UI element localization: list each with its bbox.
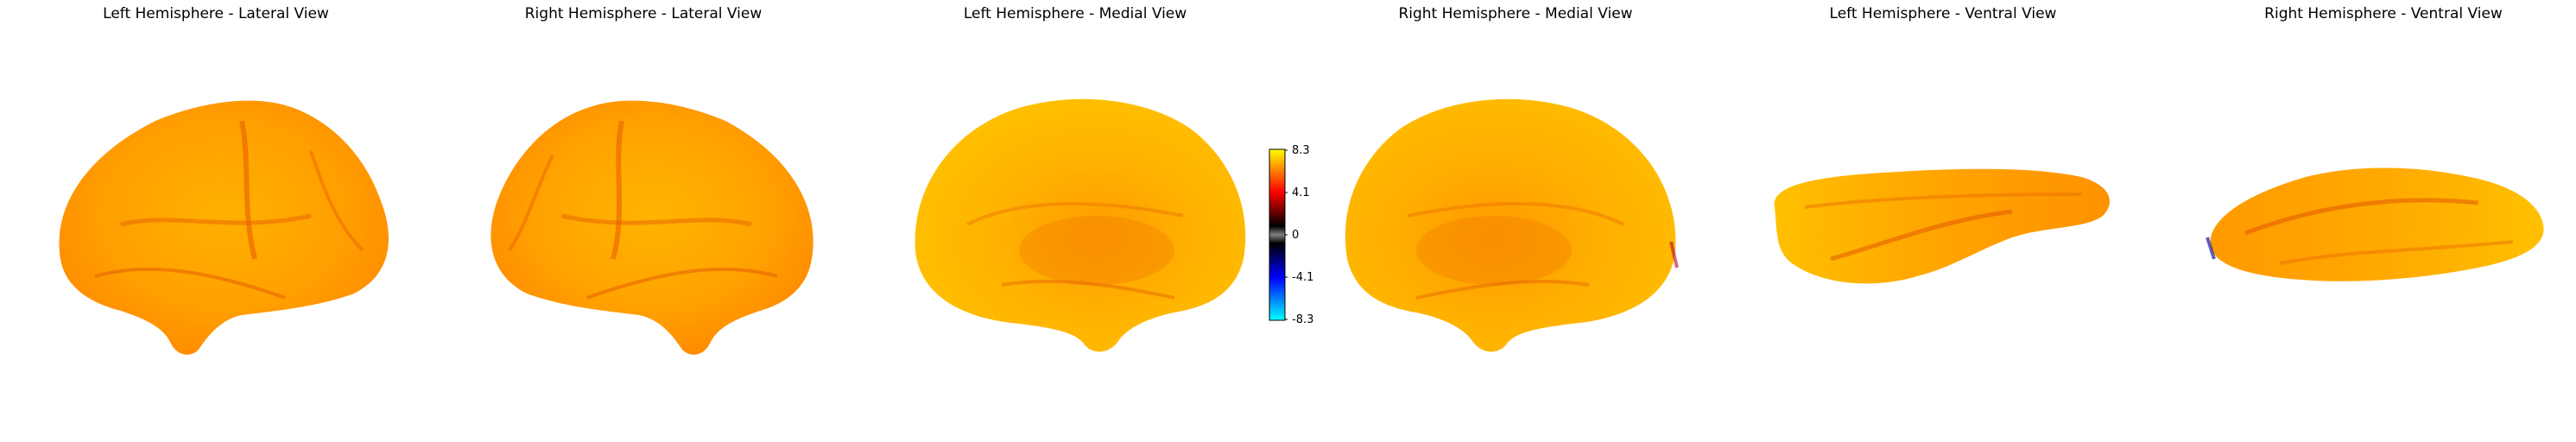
panel-right-ventral: Right Hemisphere - Ventral View	[2193, 0, 2573, 442]
colorbar-tick-zero: 0	[1292, 229, 1300, 242]
panel-title: Right Hemisphere - Ventral View	[2264, 5, 2503, 22]
brain-surface-right-ventral	[2206, 167, 2544, 281]
panel-title: Right Hemisphere - Medial View	[1398, 5, 1633, 22]
brain-surface-left-lateral	[59, 100, 389, 355]
panel-right-medial: Right Hemisphere - Medial View	[1330, 0, 1701, 442]
brain-surface-right-lateral	[491, 100, 813, 355]
brain-surface-left-ventral	[1774, 168, 2110, 284]
colorbar-tick-lower: -4.1	[1292, 271, 1314, 284]
panel-title: Left Hemisphere - Ventral View	[1829, 5, 2057, 22]
panel-title: Right Hemisphere - Lateral View	[524, 5, 763, 22]
colorbar-tick-min: -8.3	[1292, 313, 1314, 326]
brain-surface-right-medial	[1345, 98, 1679, 352]
colorbar-gradient	[1269, 148, 1288, 321]
colorbar: 8.3 4.1 0 -4.1 -8.3	[1269, 144, 1320, 325]
colorbar-tick-upper: 4.1	[1292, 186, 1310, 199]
panel-title: Left Hemisphere - Medial View	[963, 5, 1187, 22]
panel-left-ventral: Left Hemisphere - Ventral View	[1753, 0, 2133, 442]
panel-left-lateral: Left Hemisphere - Lateral View	[26, 0, 406, 442]
colorbar-tick-max: 8.3	[1292, 144, 1310, 157]
panel-right-lateral: Right Hemisphere - Lateral View	[449, 0, 838, 442]
panel-title: Left Hemisphere - Lateral View	[103, 5, 329, 22]
brain-surface-left-medial	[915, 98, 1246, 352]
panel-left-medial: Left Hemisphere - Medial View	[889, 0, 1261, 442]
